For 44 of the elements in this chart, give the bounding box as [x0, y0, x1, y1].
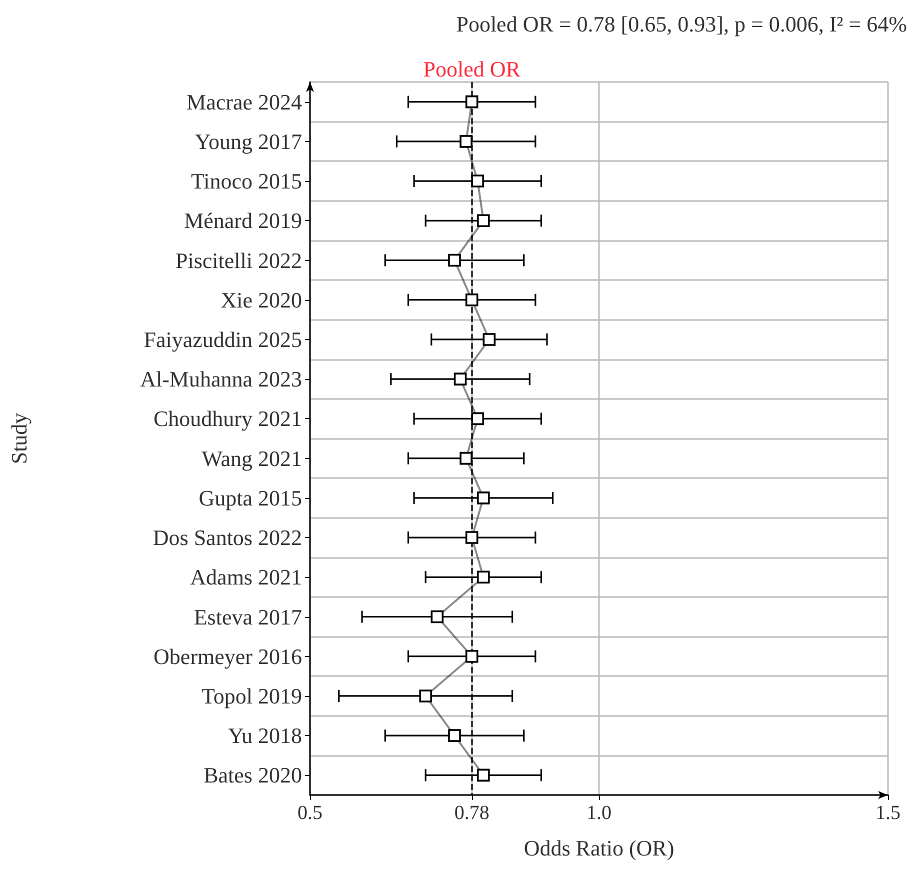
x-tick-label: 0.5: [298, 802, 322, 824]
point: [460, 452, 472, 465]
point: [477, 492, 490, 504]
point: [471, 412, 484, 426]
point: [460, 135, 472, 148]
point: [448, 729, 461, 742]
y-tick-label: Obermeyer 2016: [154, 644, 302, 669]
point: [477, 214, 490, 228]
y-tick-label: Gupta 2015: [198, 485, 302, 510]
point: [482, 333, 496, 346]
chart-title: Pooled OR = 0.78 [0.65, 0.93], p = 0.006, I² = 64%: [456, 12, 907, 36]
point: [430, 610, 444, 624]
y-tick-label: Topol 2019: [201, 683, 302, 708]
point: [419, 690, 432, 702]
x-axis-title: Odds Ratio (OR): [524, 836, 674, 860]
y-tick-label: Dos Santos 2022: [152, 525, 302, 550]
y-axis-title: Study: [6, 412, 32, 464]
y-tick-label: Macrae 2024: [186, 89, 302, 114]
y-tick-label: Adams 2021: [190, 564, 302, 590]
y-tick-label: Piscitelli 2022: [176, 248, 302, 273]
point: [448, 254, 461, 267]
ref-line-label: Pooled OR: [423, 56, 521, 82]
point: [471, 174, 484, 188]
y-tick-label: Esteva 2017: [194, 604, 302, 630]
x-tick-label: 1.0: [586, 802, 612, 824]
y-tick-label: Bates 2020: [204, 762, 302, 788]
x-tick-label: 1.5: [876, 802, 900, 824]
point: [477, 570, 490, 584]
point: [465, 531, 478, 544]
y-tick-label: Choudhury 2021: [154, 406, 302, 432]
y-tick-label: Ménard 2019: [184, 208, 302, 234]
y-tick-label: Wang 2021: [202, 446, 302, 471]
point: [454, 372, 467, 386]
point: [465, 95, 478, 108]
x-tick-label: 0.78: [454, 802, 490, 824]
point: [465, 650, 478, 663]
y-tick-label: Young 2017: [194, 128, 302, 154]
y-tick-label: Al-Muhanna 2023: [140, 366, 302, 392]
y-tick-label: Tinoco 2015: [190, 168, 302, 194]
point: [477, 768, 490, 782]
y-tick-label: Xie 2020: [220, 287, 302, 312]
y-tick-label: Yu 2018: [228, 723, 302, 748]
point: [465, 293, 478, 306]
y-tick-label: Faiyazuddin 2025: [144, 326, 302, 352]
